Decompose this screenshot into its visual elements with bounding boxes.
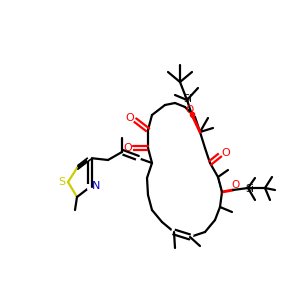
Text: Si: Si bbox=[246, 184, 254, 194]
Text: O: O bbox=[126, 113, 134, 123]
Text: O: O bbox=[222, 148, 230, 158]
Text: O: O bbox=[124, 143, 132, 153]
Text: O: O bbox=[232, 180, 240, 190]
Text: S: S bbox=[58, 177, 66, 187]
Text: Si: Si bbox=[184, 94, 192, 104]
Text: O: O bbox=[185, 105, 193, 115]
Text: N: N bbox=[92, 181, 100, 191]
